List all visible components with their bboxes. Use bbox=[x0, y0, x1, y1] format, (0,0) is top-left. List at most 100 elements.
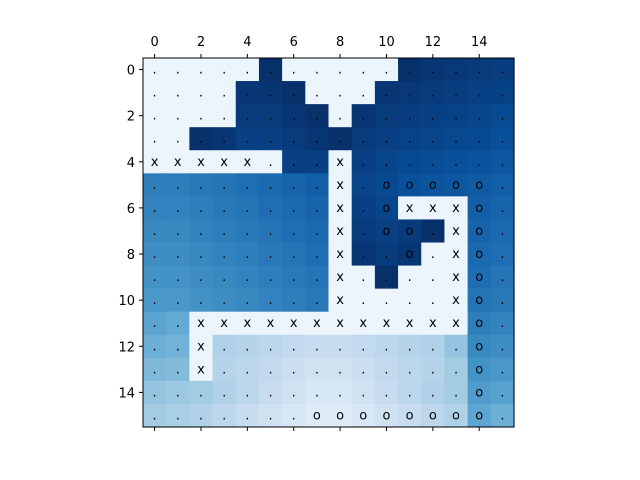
cell-annotation-r9-c12: . bbox=[431, 270, 435, 285]
cell-annotation-r5-c7: . bbox=[315, 178, 319, 193]
heatmap-cell-r15-c2 bbox=[189, 403, 214, 428]
cell-annotation-r12-c10: . bbox=[384, 339, 388, 354]
cell-annotation-r9-c11: . bbox=[408, 270, 412, 285]
cell-annotation-r6-c8: x bbox=[336, 201, 344, 216]
cell-annotation-r8-c2: . bbox=[199, 247, 203, 262]
cell-annotation-r9-c7: . bbox=[315, 270, 319, 285]
cell-annotation-r2-c5: . bbox=[268, 109, 272, 124]
heatmap-cell-r12-c10 bbox=[374, 334, 399, 359]
cell-annotation-r7-c12: . bbox=[431, 224, 435, 239]
cell-annotation-r12-c13: . bbox=[454, 339, 458, 354]
cell-annotation-r3-c2: . bbox=[199, 132, 203, 147]
heatmap-cell-r10-c12 bbox=[421, 288, 446, 313]
heatmap-cell-r0-c3 bbox=[212, 58, 237, 82]
cell-annotation-r0-c6: . bbox=[292, 63, 296, 78]
cell-annotation-r8-c15: . bbox=[500, 247, 504, 262]
cell-annotation-r7-c7: . bbox=[315, 224, 319, 239]
heatmap-cell-r9-c10 bbox=[374, 265, 399, 290]
heatmap-cell-r15-c1 bbox=[166, 403, 190, 428]
cell-annotation-r14-c5: . bbox=[268, 385, 272, 400]
heatmap-cell-r11-c1 bbox=[166, 311, 190, 336]
cell-annotation-r15-c4: . bbox=[245, 408, 249, 423]
cell-annotation-r2-c8: . bbox=[338, 109, 342, 124]
cell-annotation-r12-c12: . bbox=[431, 339, 435, 354]
heatmap-cell-r13-c9 bbox=[351, 357, 376, 382]
heatmap-cell-r1-c14 bbox=[467, 81, 492, 105]
cell-annotation-r7-c13: x bbox=[452, 224, 460, 239]
cell-annotation-r9-c1: . bbox=[176, 270, 180, 285]
heatmap-cell-r2-c3 bbox=[212, 104, 237, 128]
heatmap-cell-r2-c1 bbox=[166, 104, 190, 128]
cell-annotation-r14-c13: . bbox=[454, 385, 458, 400]
cell-annotation-r11-c13: x bbox=[452, 316, 460, 331]
heatmap-cell-r15-c13 bbox=[444, 403, 469, 428]
cell-annotation-r0-c12: . bbox=[431, 63, 435, 78]
cell-annotation-r6-c6: . bbox=[292, 201, 296, 216]
y-tick-label-10: 10 bbox=[118, 294, 135, 309]
heatmap-cell-r0-c15 bbox=[490, 58, 515, 82]
heatmap-cell-r2-c11 bbox=[398, 104, 422, 128]
cell-annotation-r10-c10: . bbox=[384, 293, 388, 308]
cell-annotation-r9-c10: . bbox=[384, 270, 388, 285]
cell-annotation-r5-c11: o bbox=[406, 178, 414, 193]
heatmap-cell-r14-c4 bbox=[235, 380, 260, 405]
heatmap-cell-r3-c13 bbox=[444, 127, 469, 151]
cell-annotation-r13-c7: . bbox=[315, 362, 319, 377]
cell-annotation-r8-c10: . bbox=[384, 247, 388, 262]
cell-annotation-r2-c12: . bbox=[431, 109, 435, 124]
heatmap-cell-r5-c9 bbox=[351, 173, 376, 197]
heatmap-cell-r5-c11 bbox=[398, 173, 422, 197]
cell-annotation-r14-c14: o bbox=[475, 385, 483, 400]
cell-annotation-r3-c8: . bbox=[338, 132, 342, 147]
cell-annotation-r9-c3: . bbox=[222, 270, 226, 285]
heatmap-cell-r14-c15 bbox=[490, 380, 515, 405]
cell-annotation-r2-c15: . bbox=[500, 109, 504, 124]
cell-annotation-r1-c13: . bbox=[454, 86, 458, 101]
heatmap-cell-r11-c7 bbox=[305, 311, 330, 336]
cell-annotation-r12-c5: . bbox=[268, 339, 272, 354]
cell-annotation-r13-c4: . bbox=[245, 362, 249, 377]
heatmap-cell-r2-c8 bbox=[328, 104, 353, 128]
cell-annotation-r7-c0: . bbox=[153, 224, 157, 239]
heatmap-cell-r6-c14 bbox=[467, 196, 492, 221]
cell-annotation-r6-c15: . bbox=[500, 201, 504, 216]
cell-annotation-r10-c6: . bbox=[292, 293, 296, 308]
heatmap-cell-r9-c9 bbox=[351, 265, 376, 290]
cell-annotation-r1-c10: . bbox=[384, 86, 388, 101]
cell-annotation-r2-c0: . bbox=[153, 109, 157, 124]
cell-annotation-r7-c8: x bbox=[336, 224, 344, 239]
cell-annotation-r6-c2: . bbox=[199, 201, 203, 216]
heatmap-cell-r5-c6 bbox=[282, 173, 306, 197]
heatmap-cell-r8-c0 bbox=[143, 242, 167, 267]
heatmap-cell-r6-c7 bbox=[305, 196, 330, 221]
heatmap-cell-r8-c4 bbox=[235, 242, 260, 267]
cell-annotation-r6-c4: . bbox=[245, 201, 249, 216]
cell-annotation-r3-c9: . bbox=[361, 132, 365, 147]
cell-annotation-r14-c12: . bbox=[431, 385, 435, 400]
cell-annotation-r13-c6: . bbox=[292, 362, 296, 377]
cell-annotation-r4-c0: x bbox=[151, 155, 159, 170]
cell-annotation-r2-c3: . bbox=[222, 109, 226, 124]
cell-annotation-r11-c10: x bbox=[383, 316, 391, 331]
heatmap-cell-r9-c5 bbox=[258, 265, 283, 290]
cell-annotation-r5-c5: . bbox=[268, 178, 272, 193]
heatmap-cell-r10-c13 bbox=[444, 288, 469, 313]
heatmap-cell-r2-c10 bbox=[374, 104, 399, 128]
cell-annotation-r8-c1: . bbox=[176, 247, 180, 262]
heatmap-cell-r0-c9 bbox=[351, 58, 376, 82]
heatmap-cell-r10-c8 bbox=[328, 288, 353, 313]
cell-annotation-r12-c8: . bbox=[338, 339, 342, 354]
cell-annotation-r4-c4: x bbox=[243, 155, 251, 170]
heatmap-cell-r11-c14 bbox=[467, 311, 492, 336]
heatmap-cell-r14-c13 bbox=[444, 380, 469, 405]
cell-annotation-r12-c15: . bbox=[500, 339, 504, 354]
heatmap-cell-r7-c2 bbox=[189, 219, 214, 244]
cell-annotation-r5-c1: . bbox=[176, 178, 180, 193]
heatmap-cell-r3-c1 bbox=[166, 127, 190, 151]
heatmap-cell-r9-c1 bbox=[166, 265, 190, 290]
heatmap-cell-r1-c7 bbox=[305, 81, 330, 105]
heatmap-cell-r7-c7 bbox=[305, 219, 330, 244]
heatmap-cell-r10-c0 bbox=[143, 288, 167, 313]
heatmap-cell-r10-c3 bbox=[212, 288, 237, 313]
